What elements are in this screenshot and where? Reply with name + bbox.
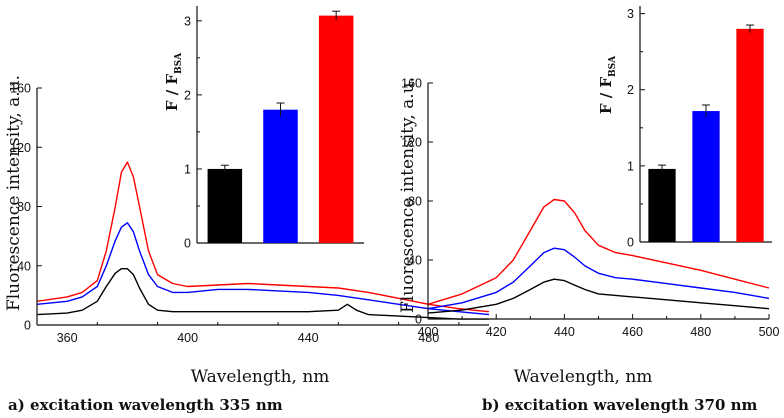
panel-b-xtick-label-0: 400 (418, 325, 439, 339)
panel-a-ytick-label-4: 160 (10, 82, 31, 96)
panel-b-inset-bar-0 (648, 168, 676, 242)
panel-a-ytick-label-2: 80 (17, 200, 31, 214)
panel-b-inset-ylabel: F / FBSA (597, 55, 618, 114)
panel-b-inset: 0 1 2 3 (627, 6, 772, 250)
panel-b-series-line-2 (427, 278, 770, 314)
panel-a-inset-bar-1 (263, 109, 298, 243)
panel-b-series (427, 198, 770, 314)
panel-b-series-line-1 (427, 247, 770, 310)
panel-a-inset-bar-0 (207, 168, 243, 243)
panel-a-series-line-2 (36, 268, 489, 320)
panel-b-xtick-label-1: 420 (486, 325, 507, 339)
panel-a-series-line-0 (36, 161, 490, 313)
panel-a-ylabel: Fluorescence intensity, a.u. (4, 75, 24, 311)
panel-b-xlabel: Wavelength, nm (514, 367, 653, 387)
panel-b-series-line-0 (427, 198, 770, 305)
panel-a-inset-ylabel-sub: BSA (174, 52, 184, 74)
panel-b-ytick-label-3: 120 (401, 136, 422, 150)
panel-a-ytick-label-1: 40 (17, 259, 31, 273)
panel-b-inset-ytick-label-0: 0 (627, 236, 634, 250)
panel-b-inset-ylabel-main: F / F (597, 77, 615, 115)
panel-b-inset-ytick-label-2: 2 (627, 83, 634, 97)
panel-b-xtick-label-5: 500 (759, 325, 780, 339)
panel-a-inset-ylabel: F / FBSA (163, 52, 184, 111)
panel-a-inset-ytick-label-0: 0 (184, 237, 191, 251)
panel-b-xtick-label-3: 460 (622, 325, 643, 339)
panel-b-xtick-label-4: 480 (690, 325, 711, 339)
panel-a-series (36, 161, 490, 320)
panel-b-inset-ytick-label-3: 3 (627, 7, 634, 21)
panel-b-inset-ylabel-sub: BSA (608, 55, 618, 77)
panel-b-inset-bar-1 (692, 111, 720, 242)
panel-a-inset-ytick-label-3: 3 (184, 14, 191, 28)
panel-a-inset-ytick-label-1: 1 (184, 162, 191, 176)
panel-b-ylabel: Fluorescence intensity, a.u. (398, 77, 418, 313)
panel-a-xtick-label-3: 480 (418, 331, 439, 345)
panel-a-xtick-label-0: 360 (57, 331, 78, 345)
panel-b-caption: b) excitation wavelength 370 nm (482, 396, 758, 414)
panel-a-ytick-label-3: 120 (10, 141, 31, 155)
panel-b-ytick-label-4: 160 (401, 77, 422, 91)
panel-a-caption: a) excitation wavelength 335 nm (8, 396, 283, 414)
panel-a-series-line-1 (36, 222, 490, 316)
panel-b-ytick-label-0: 0 (415, 313, 422, 327)
panel-b-xtick-label-2: 440 (554, 325, 575, 339)
panel-a-inset-bar-2 (318, 15, 354, 243)
panel-b-ytick-label-2: 80 (408, 195, 422, 209)
panel-a-ytick-label-0: 0 (24, 319, 31, 333)
panel-a-inset-ytick-label-2: 2 (184, 88, 191, 102)
panel-a-xtick-label-1: 400 (177, 331, 198, 345)
panel-a-inset-ylabel-main: F / F (163, 74, 181, 112)
panel-b-ytick-label-1: 40 (408, 254, 422, 268)
panel-a-inset: 0 1 2 3 (184, 6, 364, 251)
panel-a-xlabel: Wavelength, nm (191, 367, 330, 387)
panel-b-inset-ytick-label-1: 1 (627, 159, 634, 173)
panel-b-inset-bar-2 (736, 28, 764, 242)
panel-a-xtick-label-2: 440 (298, 331, 319, 345)
